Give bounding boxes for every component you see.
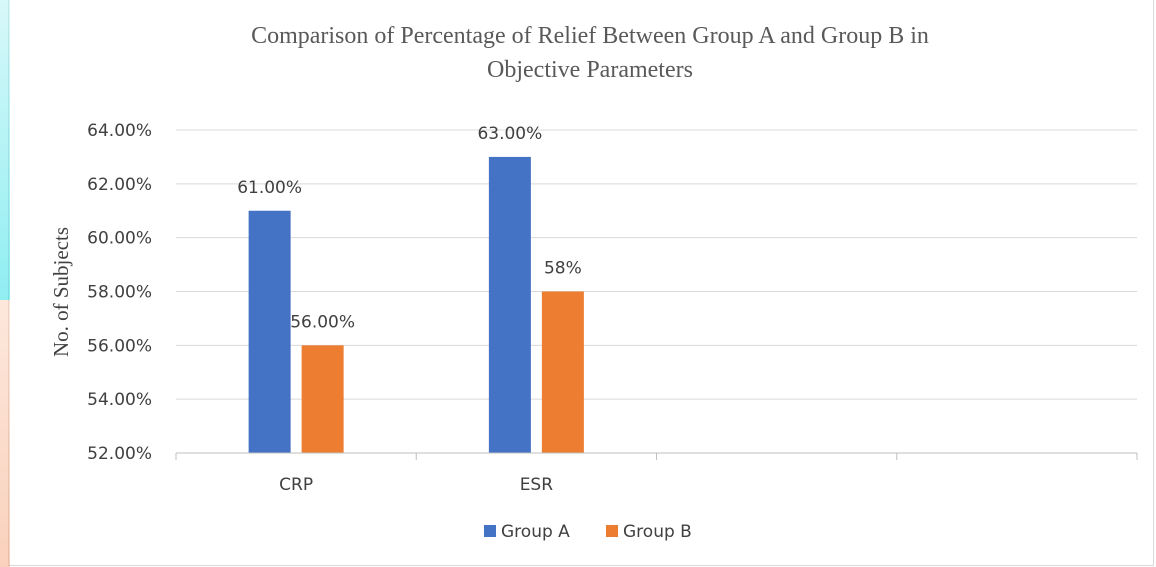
x-tick-label: CRP — [279, 475, 313, 495]
y-axis-label: No. of Subjects — [49, 227, 73, 357]
bar — [301, 345, 344, 453]
data-label: 61.00% — [237, 178, 302, 198]
data-label: 58% — [544, 259, 582, 279]
y-tick-label: 54.00% — [87, 390, 152, 410]
data-label: 63.00% — [477, 124, 542, 144]
chart-title-line-2: Objective Parameters — [487, 57, 693, 83]
y-tick-labels: 52.00% 54.00% 56.00% 58.00% 60.00% 62.00% 64.0… — [87, 121, 152, 464]
bars — [248, 156, 584, 453]
legend-label: Group B — [623, 522, 692, 542]
legend-swatch — [606, 525, 618, 537]
chart-title-line-1: Comparison of Percentage of Relief Betwe… — [251, 23, 929, 49]
bar — [488, 156, 531, 453]
data-label: 56.00% — [290, 312, 355, 332]
data-labels: 61.00% 63.00% 56.00% 58% — [237, 124, 582, 332]
y-tick-label: 56.00% — [87, 336, 152, 356]
x-axis: CRP ESR — [175, 452, 1138, 495]
y-tick-label: 52.00% — [87, 444, 152, 464]
legend-label: Group A — [501, 522, 570, 542]
legend[interactable]: Group A Group B — [484, 522, 692, 542]
y-tick-label: 62.00% — [87, 175, 152, 195]
chart-frame — [8, 0, 1154, 566]
y-tick-label: 64.00% — [87, 121, 152, 141]
y-tick-label: 60.00% — [87, 229, 152, 249]
legend-swatch — [484, 525, 496, 537]
y-tick-label: 58.00% — [87, 283, 152, 303]
bar — [541, 291, 584, 453]
bar — [248, 210, 291, 453]
gridlines — [176, 129, 1137, 400]
watermark-cyan-stripe — [0, 0, 10, 300]
x-tick-label: ESR — [520, 475, 554, 495]
watermark-orange-stripe — [0, 300, 10, 567]
